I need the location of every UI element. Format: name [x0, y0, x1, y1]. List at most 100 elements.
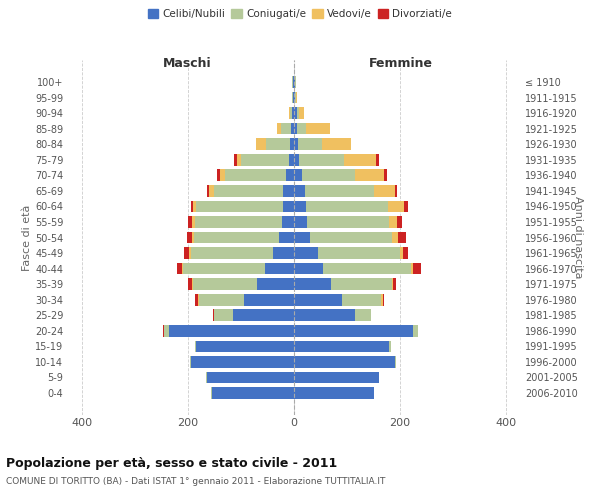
- Bar: [182, 263, 265, 274]
- Bar: [193, 200, 196, 212]
- Bar: [283, 216, 294, 228]
- Bar: [241, 154, 289, 166]
- Bar: [187, 232, 191, 243]
- Bar: [199, 294, 244, 306]
- Legend: Celibi/Nubili, Coniugati/e, Vedovi/e, Divorziati/e: Celibi/Nubili, Coniugati/e, Vedovi/e, Di…: [143, 5, 457, 24]
- Bar: [290, 138, 294, 150]
- Bar: [294, 232, 310, 243]
- Bar: [299, 107, 304, 119]
- Text: Maschi: Maschi: [163, 56, 211, 70]
- Bar: [212, 387, 294, 399]
- Bar: [294, 325, 413, 336]
- Text: COMUNE DI TORITTO (BA) - Dati ISTAT 1° gennaio 2011 - Elaborazione TUTTITALIA.IT: COMUNE DI TORITTO (BA) - Dati ISTAT 1° g…: [6, 478, 385, 486]
- Bar: [382, 294, 383, 306]
- Bar: [190, 356, 191, 368]
- Bar: [389, 216, 397, 228]
- Bar: [220, 170, 225, 181]
- Bar: [169, 325, 294, 336]
- Bar: [306, 123, 330, 134]
- Bar: [196, 294, 198, 306]
- Bar: [191, 247, 273, 259]
- Bar: [342, 294, 382, 306]
- Bar: [195, 340, 196, 352]
- Bar: [397, 216, 401, 228]
- Bar: [279, 232, 294, 243]
- Bar: [294, 170, 302, 181]
- Bar: [294, 263, 323, 274]
- Bar: [194, 232, 279, 243]
- Bar: [189, 247, 191, 259]
- Bar: [293, 92, 294, 104]
- Bar: [294, 356, 395, 368]
- Bar: [192, 278, 193, 290]
- Bar: [302, 170, 355, 181]
- Bar: [344, 154, 376, 166]
- Bar: [294, 138, 298, 150]
- Bar: [292, 92, 293, 104]
- Bar: [196, 340, 294, 352]
- Bar: [355, 310, 371, 321]
- Bar: [195, 216, 283, 228]
- Bar: [389, 340, 391, 352]
- Bar: [294, 185, 305, 196]
- Y-axis label: Fasce di età: Fasce di età: [22, 204, 32, 270]
- Bar: [395, 185, 397, 196]
- Bar: [244, 294, 294, 306]
- Bar: [191, 356, 294, 368]
- Bar: [206, 372, 294, 384]
- Bar: [273, 247, 294, 259]
- Bar: [322, 138, 351, 150]
- Bar: [294, 216, 307, 228]
- Bar: [398, 232, 406, 243]
- Bar: [192, 216, 195, 228]
- Bar: [384, 170, 387, 181]
- Bar: [294, 278, 331, 290]
- Bar: [290, 107, 292, 119]
- Bar: [209, 185, 214, 196]
- Bar: [395, 356, 396, 368]
- Text: Popolazione per età, sesso e stato civile - 2011: Popolazione per età, sesso e stato civil…: [6, 458, 337, 470]
- Bar: [178, 263, 182, 274]
- Bar: [294, 247, 318, 259]
- Text: Femmine: Femmine: [369, 56, 433, 70]
- Bar: [289, 154, 294, 166]
- Bar: [233, 310, 294, 321]
- Bar: [400, 247, 403, 259]
- Bar: [294, 107, 296, 119]
- Bar: [293, 76, 294, 88]
- Bar: [374, 185, 395, 196]
- Bar: [392, 278, 393, 290]
- Bar: [292, 107, 294, 119]
- Bar: [388, 200, 404, 212]
- Bar: [403, 247, 408, 259]
- Bar: [305, 200, 388, 212]
- Bar: [413, 325, 418, 336]
- Bar: [265, 263, 294, 274]
- Bar: [206, 185, 209, 196]
- Bar: [294, 123, 296, 134]
- Bar: [393, 278, 396, 290]
- Bar: [294, 76, 295, 88]
- Bar: [188, 278, 192, 290]
- Bar: [281, 123, 292, 134]
- Bar: [294, 340, 389, 352]
- Bar: [413, 263, 421, 274]
- Bar: [331, 278, 392, 290]
- Bar: [214, 185, 283, 196]
- Y-axis label: Anni di nascita: Anni di nascita: [573, 196, 583, 279]
- Bar: [299, 154, 344, 166]
- Bar: [305, 185, 374, 196]
- Bar: [283, 185, 294, 196]
- Bar: [294, 310, 355, 321]
- Bar: [310, 232, 392, 243]
- Bar: [404, 200, 408, 212]
- Bar: [294, 154, 299, 166]
- Bar: [292, 123, 294, 134]
- Bar: [294, 92, 295, 104]
- Bar: [286, 170, 294, 181]
- Bar: [256, 138, 266, 150]
- Bar: [294, 372, 379, 384]
- Bar: [277, 123, 281, 134]
- Bar: [289, 107, 290, 119]
- Bar: [296, 107, 299, 119]
